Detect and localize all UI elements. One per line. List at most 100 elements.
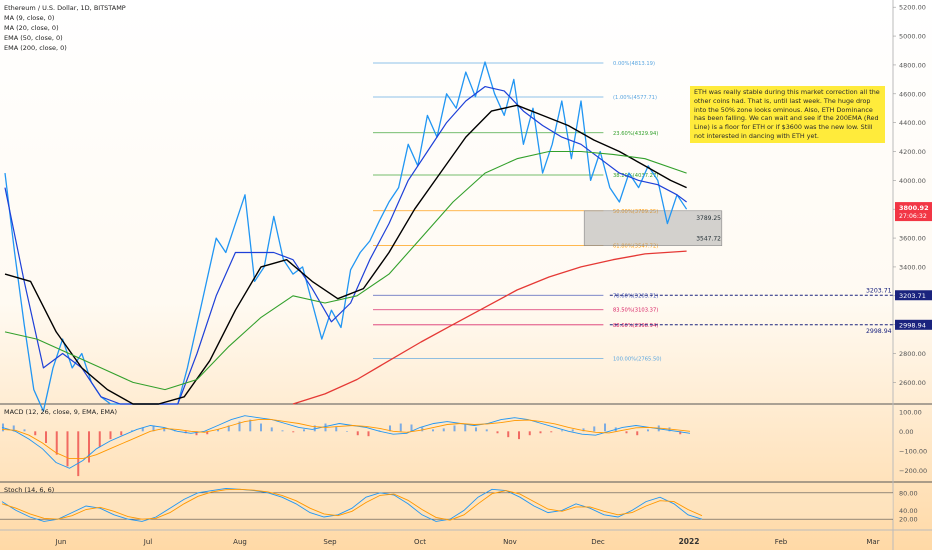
price-tick-label-5: 4200.00 [899, 148, 926, 156]
macd-bar-55 [593, 426, 596, 432]
level-badge-0 [895, 290, 932, 301]
current-price-text: 3800.92 [899, 204, 929, 212]
macd-bar-6 [66, 431, 69, 467]
macd-bar-28 [303, 429, 305, 432]
macd-bar-15 [163, 427, 166, 432]
fib-label-9: 100.00%(2765.50) [613, 356, 662, 362]
macd-bar-4 [45, 431, 47, 443]
macd-bar-2 [23, 429, 26, 432]
macd-bar-18 [195, 431, 198, 436]
macd-bar-26 [281, 430, 284, 432]
fib-label-4: 50.00%(3789.25) [613, 209, 658, 215]
countdown-text: 27:06:32 [899, 213, 927, 220]
price-tick-label-8: 3600.00 [899, 235, 926, 243]
time-label-5: Nov [503, 538, 517, 546]
price-tick-label-13: 2600.00 [899, 379, 926, 387]
macd-bar-47 [507, 431, 510, 438]
macd-tick-label-2: −100.00 [899, 447, 927, 455]
price-tick-label-3: 4600.00 [899, 90, 926, 98]
time-label-8: Feb [775, 538, 788, 546]
macd-bar-44 [475, 427, 477, 432]
macd-bar-8 [88, 431, 90, 463]
macd-bar-39 [421, 427, 424, 432]
zone-upper-label: 3789.25 [696, 215, 721, 222]
stoch-tick-label-0: 80.00 [899, 489, 918, 497]
macd-bar-22 [238, 421, 241, 432]
time-label-3: Sep [323, 538, 337, 546]
macd-bar-59 [636, 431, 639, 436]
macd-bar-3 [34, 431, 37, 436]
macd-bar-60 [647, 429, 649, 432]
macd-bar-41 [442, 428, 445, 432]
time-label-0: Jun [55, 538, 67, 546]
macd-bar-46 [496, 431, 499, 434]
macd-bar-12 [131, 430, 133, 432]
macd-bar-31 [335, 426, 338, 432]
macd-bar-37 [399, 423, 402, 432]
macd-bar-24 [260, 423, 262, 432]
macd-bar-33 [356, 431, 359, 436]
macd-bar-58 [625, 431, 628, 434]
macd-bar-52 [561, 430, 563, 432]
price-tick-label-12: 2800.00 [899, 350, 926, 358]
macd-bar-43 [464, 423, 467, 432]
time-label-1: Jul [143, 538, 153, 546]
ema200-line [292, 250, 687, 405]
fib-label-1: (1.00%(4577.71) [613, 95, 657, 101]
current-price-badge [895, 202, 932, 222]
macd-tick-label-1: 0.00 [899, 428, 913, 436]
macd-bar-45 [485, 429, 488, 432]
ema50-line [4, 150, 687, 391]
zone-box [583, 210, 723, 246]
stoch-tick-label-1: 40.00 [899, 507, 918, 515]
ma9-line [4, 85, 687, 405]
fib-label-3: 38.20%(4037.27) [613, 173, 658, 179]
zone-lower-label: 3547.72 [696, 236, 721, 243]
macd-bar-63 [679, 431, 682, 435]
stoch-panel [0, 487, 893, 522]
price-panel: 0.00%(4813.19) (1.00%(4577.71) 23.60%(4329… [4, 61, 893, 412]
annotation-note: ETH was really stable during this market… [690, 86, 885, 143]
stoch-band [0, 492, 893, 520]
macd-bar-14 [152, 425, 155, 432]
fib-label-6: 78.60%(3203.71) [613, 293, 658, 299]
time-label-6: Dec [591, 538, 605, 546]
price-tick-label-1: 5000.00 [899, 33, 926, 41]
macd-bar-10 [109, 431, 112, 440]
stoch-tick-label-2: 20.00 [899, 516, 918, 524]
chart-title: Ethereum / U.S. Dollar, 1D, BITSTAMP [4, 4, 126, 12]
price-tick-label-9: 3400.00 [899, 263, 926, 271]
level-label-0: 3203.71 [866, 287, 892, 294]
macd-bar-13 [141, 427, 144, 432]
legend-ma20: MA (20, close, 0) [4, 24, 59, 32]
macd-tick-label-3: −200.00 [899, 467, 927, 475]
macd-panel [1, 415, 691, 477]
ma20-line [4, 104, 687, 405]
stoch-label: Stoch (14, 6, 6) [4, 486, 55, 494]
time-label-9: Mar [866, 538, 879, 546]
macd-bar-27 [292, 431, 295, 433]
macd-tick-label-0: 100.00 [899, 408, 922, 416]
macd-bar-19 [206, 431, 209, 435]
macd-bar-1 [12, 425, 15, 432]
legend-ma9: MA (9, close, 0) [4, 14, 55, 22]
stoch-d-line [1, 488, 703, 521]
price-tick-label-4: 4400.00 [899, 119, 926, 127]
axes-layer: 5200.00 5000.00 4800.00 4600.00 4400.00 4200.… [55, 4, 932, 546]
macd-bar-54 [582, 428, 585, 432]
level-badge-text-0: 3203.71 [899, 292, 926, 300]
price-tick-label-0: 5200.00 [899, 4, 926, 12]
time-label-4: Oct [414, 538, 426, 546]
macd-bar-56 [604, 423, 606, 432]
macd-bar-34 [367, 431, 370, 437]
macd-bar-7 [77, 431, 80, 477]
macd-bar-25 [270, 427, 273, 432]
macd-label: MACD (12, 26, close, 9, EMA, EMA) [4, 408, 118, 416]
macd-bar-53 [571, 429, 574, 432]
legend-ema200: EMA (200, close, 0) [4, 44, 67, 52]
level-badge-1 [895, 319, 932, 330]
macd-bar-23 [249, 419, 252, 432]
fib-label-2: 23.60%(4329.94) [613, 131, 658, 137]
